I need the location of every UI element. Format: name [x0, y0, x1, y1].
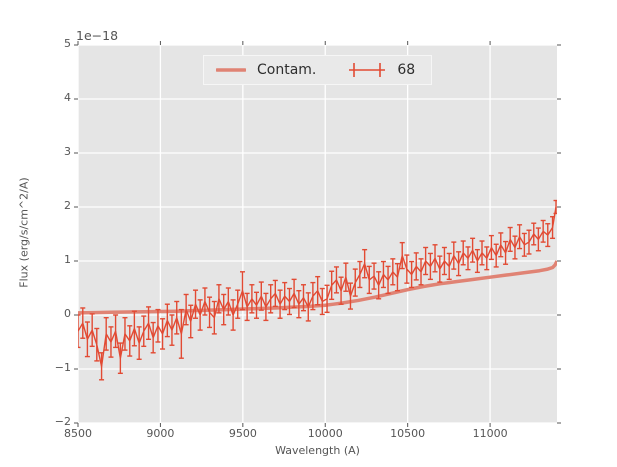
x-tick-label: 10000 — [307, 427, 343, 440]
y-tick-label: 5 — [64, 37, 71, 50]
x-tick-label: 11000 — [472, 427, 508, 440]
x-tick-label: 10500 — [390, 427, 426, 440]
legend-label-68: 68 — [397, 62, 416, 78]
contam-series — [78, 260, 557, 315]
contam-line-swatch — [216, 68, 246, 72]
legend: Contam. 68 — [203, 55, 432, 85]
x-axis-label: Wavelength (A) — [275, 444, 360, 457]
flux-errorbar-series — [78, 199, 557, 381]
legend-item-contam: Contam. — [216, 62, 316, 78]
y-tick-label: 4 — [64, 91, 71, 104]
y-axis-offset-text: 1e−18 — [76, 28, 119, 43]
x-tick-label: 9000 — [146, 427, 175, 440]
errorbar-swatch-icon — [349, 63, 386, 77]
y-tick-label: −2 — [54, 415, 71, 428]
y-tick-label: 2 — [64, 199, 71, 212]
y-tick-label: −1 — [54, 361, 71, 374]
legend-label-contam: Contam. — [257, 62, 317, 78]
x-tick-label: 8500 — [64, 427, 92, 440]
legend-item-68: 68 — [348, 61, 415, 79]
y-tick-label: 3 — [64, 145, 71, 158]
x-tick-label: 9500 — [228, 427, 257, 440]
y-axis-label: Flux (erg/s/cm^2/A) — [17, 177, 31, 288]
y-tick-label: 0 — [64, 307, 71, 320]
y-tick-label: 1 — [64, 253, 71, 266]
data-line — [78, 206, 557, 367]
contam-line — [78, 260, 557, 315]
plot-background — [78, 45, 557, 423]
